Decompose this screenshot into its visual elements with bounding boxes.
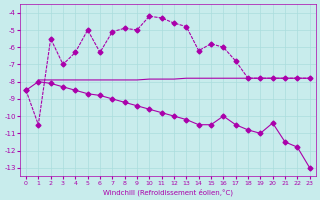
X-axis label: Windchill (Refroidissement éolien,°C): Windchill (Refroidissement éolien,°C) xyxy=(103,188,233,196)
